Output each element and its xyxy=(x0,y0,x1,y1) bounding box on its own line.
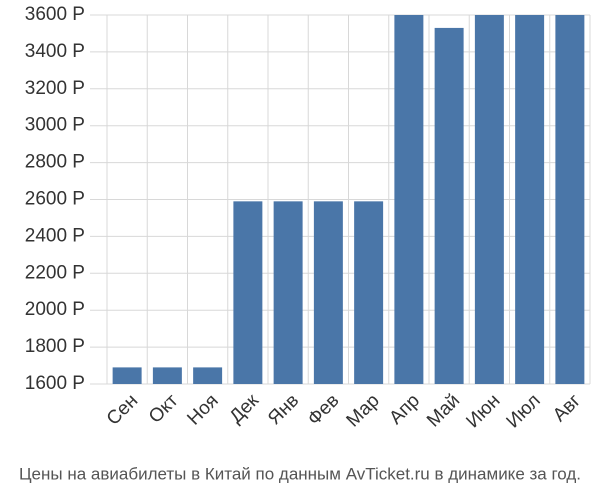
x-tick-label: Май xyxy=(423,390,464,431)
bar xyxy=(152,367,182,384)
x-tick-label: Фев xyxy=(304,390,344,430)
bar xyxy=(273,201,303,384)
bar xyxy=(313,201,343,384)
x-tick-label: Мар xyxy=(343,390,384,431)
x-tick-label: Сен xyxy=(103,390,142,429)
x-tick-label: Окт xyxy=(145,390,183,428)
y-tick-label: 1600 Р xyxy=(25,373,85,394)
y-tick-label: 2600 Р xyxy=(25,189,85,210)
y-tick-label: 3000 Р xyxy=(25,115,85,136)
bar xyxy=(233,201,263,384)
y-tick-label: 3400 Р xyxy=(25,41,85,62)
y-tick-label: 2200 Р xyxy=(25,262,85,283)
bar xyxy=(354,201,384,384)
bar xyxy=(394,15,424,384)
y-tick-label: 2000 Р xyxy=(25,299,85,320)
x-tick-label: Авг xyxy=(549,390,585,426)
x-tick-label: Апр xyxy=(385,390,424,429)
chart-caption: Цены на авиабилеты в Китай по данным AvT… xyxy=(19,464,581,483)
bar xyxy=(434,27,464,384)
bar xyxy=(555,15,585,384)
x-tick-label: Дек xyxy=(226,390,264,428)
bar xyxy=(193,367,223,384)
x-tick-label: Янв xyxy=(264,390,303,429)
y-tick-label: 3200 Р xyxy=(25,78,85,99)
bar xyxy=(112,367,142,384)
y-tick-label: 3600 Р xyxy=(25,4,85,25)
y-tick-label: 1800 Р xyxy=(25,336,85,357)
y-tick-label: 2800 Р xyxy=(25,152,85,173)
x-tick-label: Июн xyxy=(462,390,504,432)
x-tick-label: Ноя xyxy=(183,390,222,429)
bar xyxy=(474,15,504,384)
x-tick-label: Июл xyxy=(503,390,545,432)
y-tick-label: 2400 Р xyxy=(25,225,85,246)
bar xyxy=(515,15,545,384)
